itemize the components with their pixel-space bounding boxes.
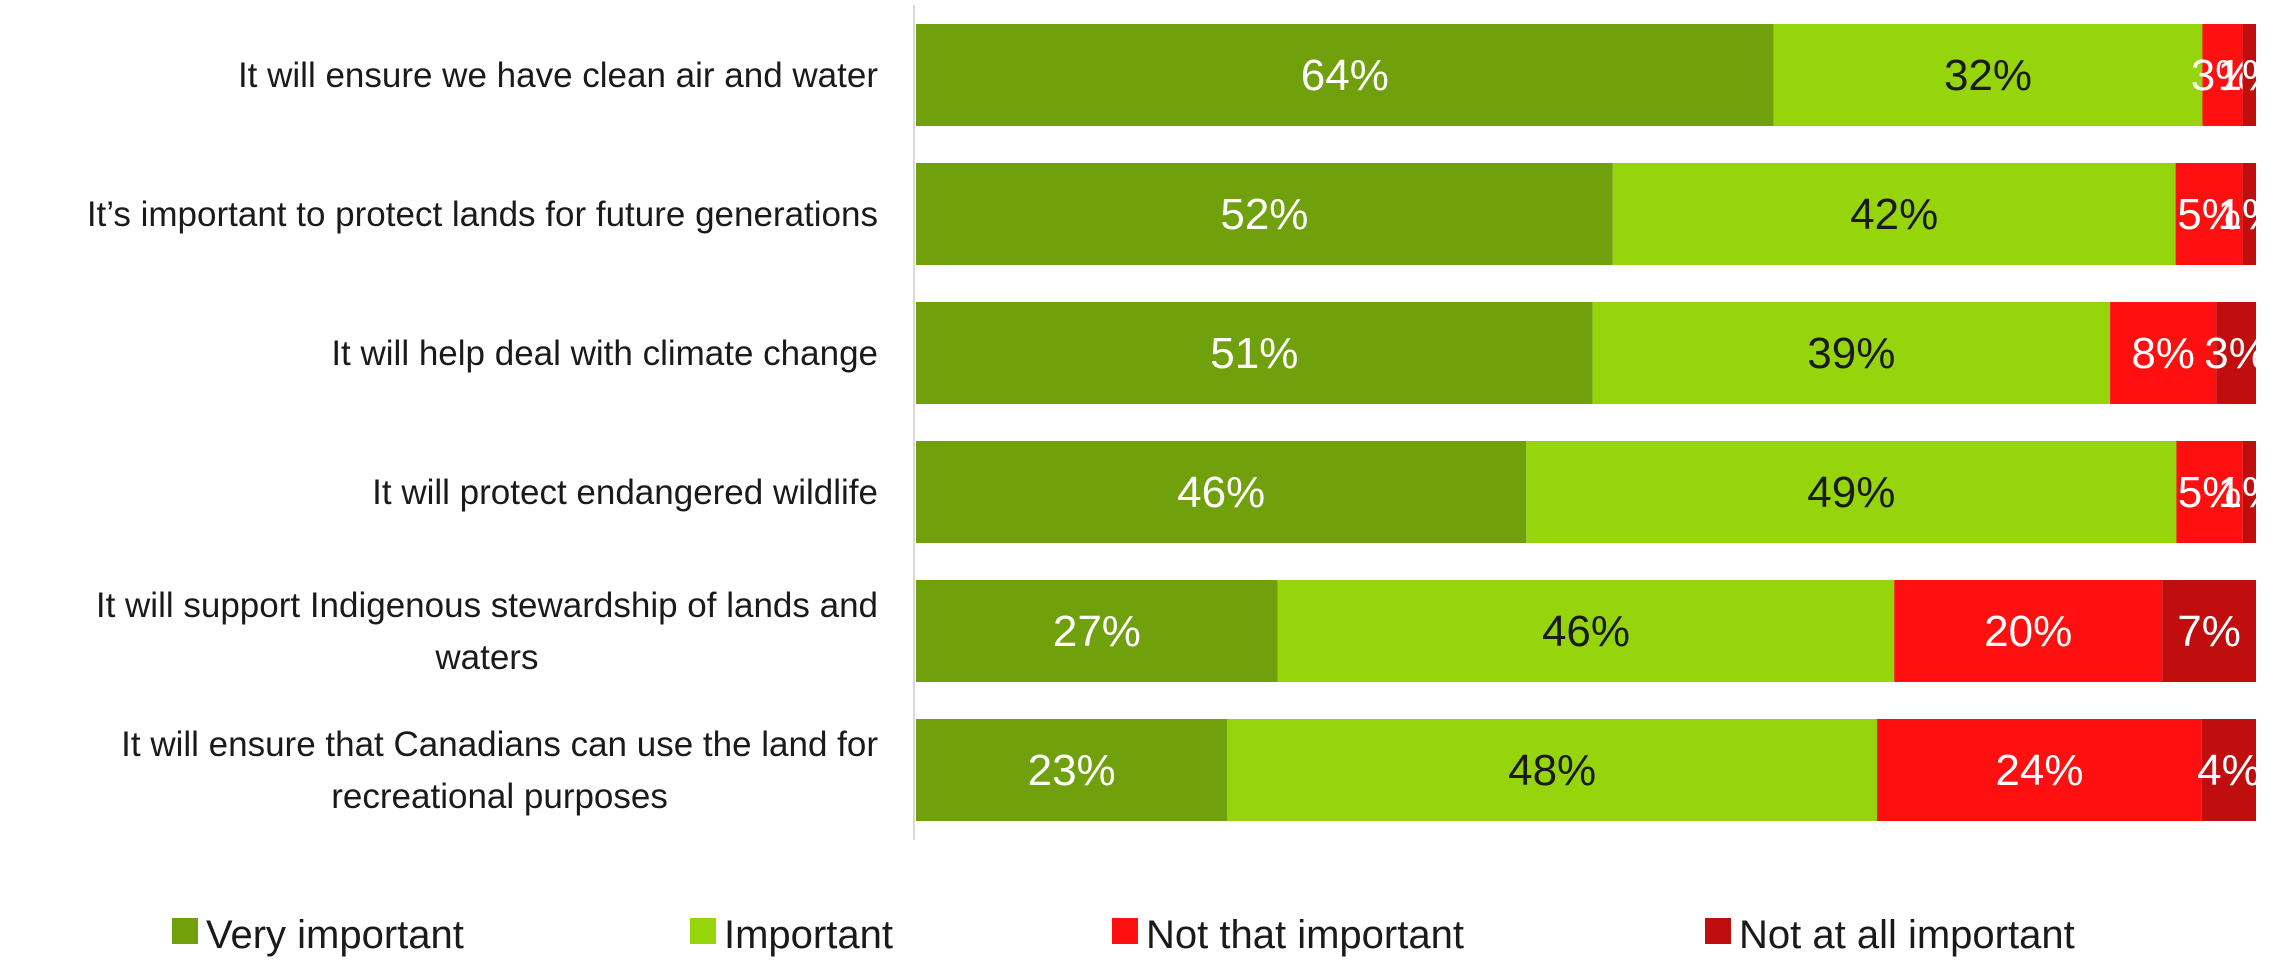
data-label: 5% [2178, 468, 2242, 517]
bar-not-at-all-important [2242, 441, 2256, 543]
data-label: 1% [2218, 51, 2274, 100]
bar-very-important [916, 441, 1527, 543]
category-label: It’s important to protect lands for futu… [87, 195, 878, 234]
data-label: 24% [1995, 746, 2083, 795]
bar-very-important [916, 719, 1228, 821]
bar-important [1526, 441, 2177, 543]
legend-label: Very important [206, 913, 464, 957]
bar-not-that-important [2176, 441, 2243, 543]
legend-label: Not that important [1146, 913, 1464, 957]
bar-important [1612, 163, 2176, 265]
data-label: 48% [1508, 746, 1596, 795]
data-label: 8% [2131, 329, 2195, 378]
data-label: 27% [1053, 607, 1141, 656]
data-label: 3% [2204, 329, 2268, 378]
category-label: It will ensure we have clean air and wat… [238, 56, 878, 95]
data-label: 46% [1542, 607, 1630, 656]
legend-swatch [1112, 918, 1138, 944]
bar-important [1773, 24, 2203, 126]
category-label: It will protect endangered wildlife [372, 473, 878, 512]
data-label: 42% [1850, 190, 1938, 239]
bar-not-at-all-important [2216, 302, 2256, 404]
bar-not-at-all-important [2162, 580, 2256, 682]
data-label: 1% [2218, 190, 2274, 239]
data-label: 39% [1807, 329, 1895, 378]
bar-important [1227, 719, 1878, 821]
legend-swatch [172, 918, 198, 944]
legend: Very important Important Not that importan… [172, 913, 2075, 957]
bar-not-at-all-important [2242, 163, 2256, 265]
category-label: It will support Indigenous stewardship o… [96, 586, 878, 677]
bar-not-that-important [1877, 719, 2202, 821]
data-label: 46% [1177, 468, 1265, 517]
bar-very-important [916, 580, 1278, 682]
category-label: It will help deal with climate change [331, 334, 878, 373]
data-label: 20% [1984, 607, 2072, 656]
bar-very-important [916, 163, 1613, 265]
data-label: 23% [1028, 746, 1116, 795]
bar-not-that-important [2110, 302, 2217, 404]
data-label: 52% [1220, 190, 1308, 239]
bar-not-that-important [2175, 163, 2243, 265]
data-label: 51% [1210, 329, 1298, 378]
bar-not-that-important [1894, 580, 2163, 682]
data-label: 7% [2177, 607, 2241, 656]
bar-not-that-important [2202, 24, 2243, 126]
data-label: 5% [2177, 190, 2241, 239]
bar-important [1277, 580, 1895, 682]
bar-very-important [916, 302, 1593, 404]
category-label: It will ensure that Canadians can use th… [121, 725, 878, 816]
data-label: 64% [1301, 51, 1389, 100]
bar-very-important [916, 24, 1774, 126]
data-label: 49% [1807, 468, 1895, 517]
bar-series: 64%32%3%1%52%42%5%1%51%39%8%3%46%49%5%1%… [916, 24, 2274, 821]
bar-not-at-all-important [2201, 719, 2256, 821]
bar-important [1592, 302, 2111, 404]
legend-swatch [1705, 918, 1731, 944]
data-label: 32% [1944, 51, 2032, 100]
data-label: 1% [2218, 468, 2274, 517]
legend-swatch [690, 918, 716, 944]
bar-not-at-all-important [2242, 24, 2256, 126]
category-labels: It will ensure we have clean air and wat… [87, 56, 879, 816]
data-label: 4% [2197, 746, 2261, 795]
legend-label: Not at all important [1739, 913, 2075, 957]
legend-label: Important [724, 913, 893, 957]
